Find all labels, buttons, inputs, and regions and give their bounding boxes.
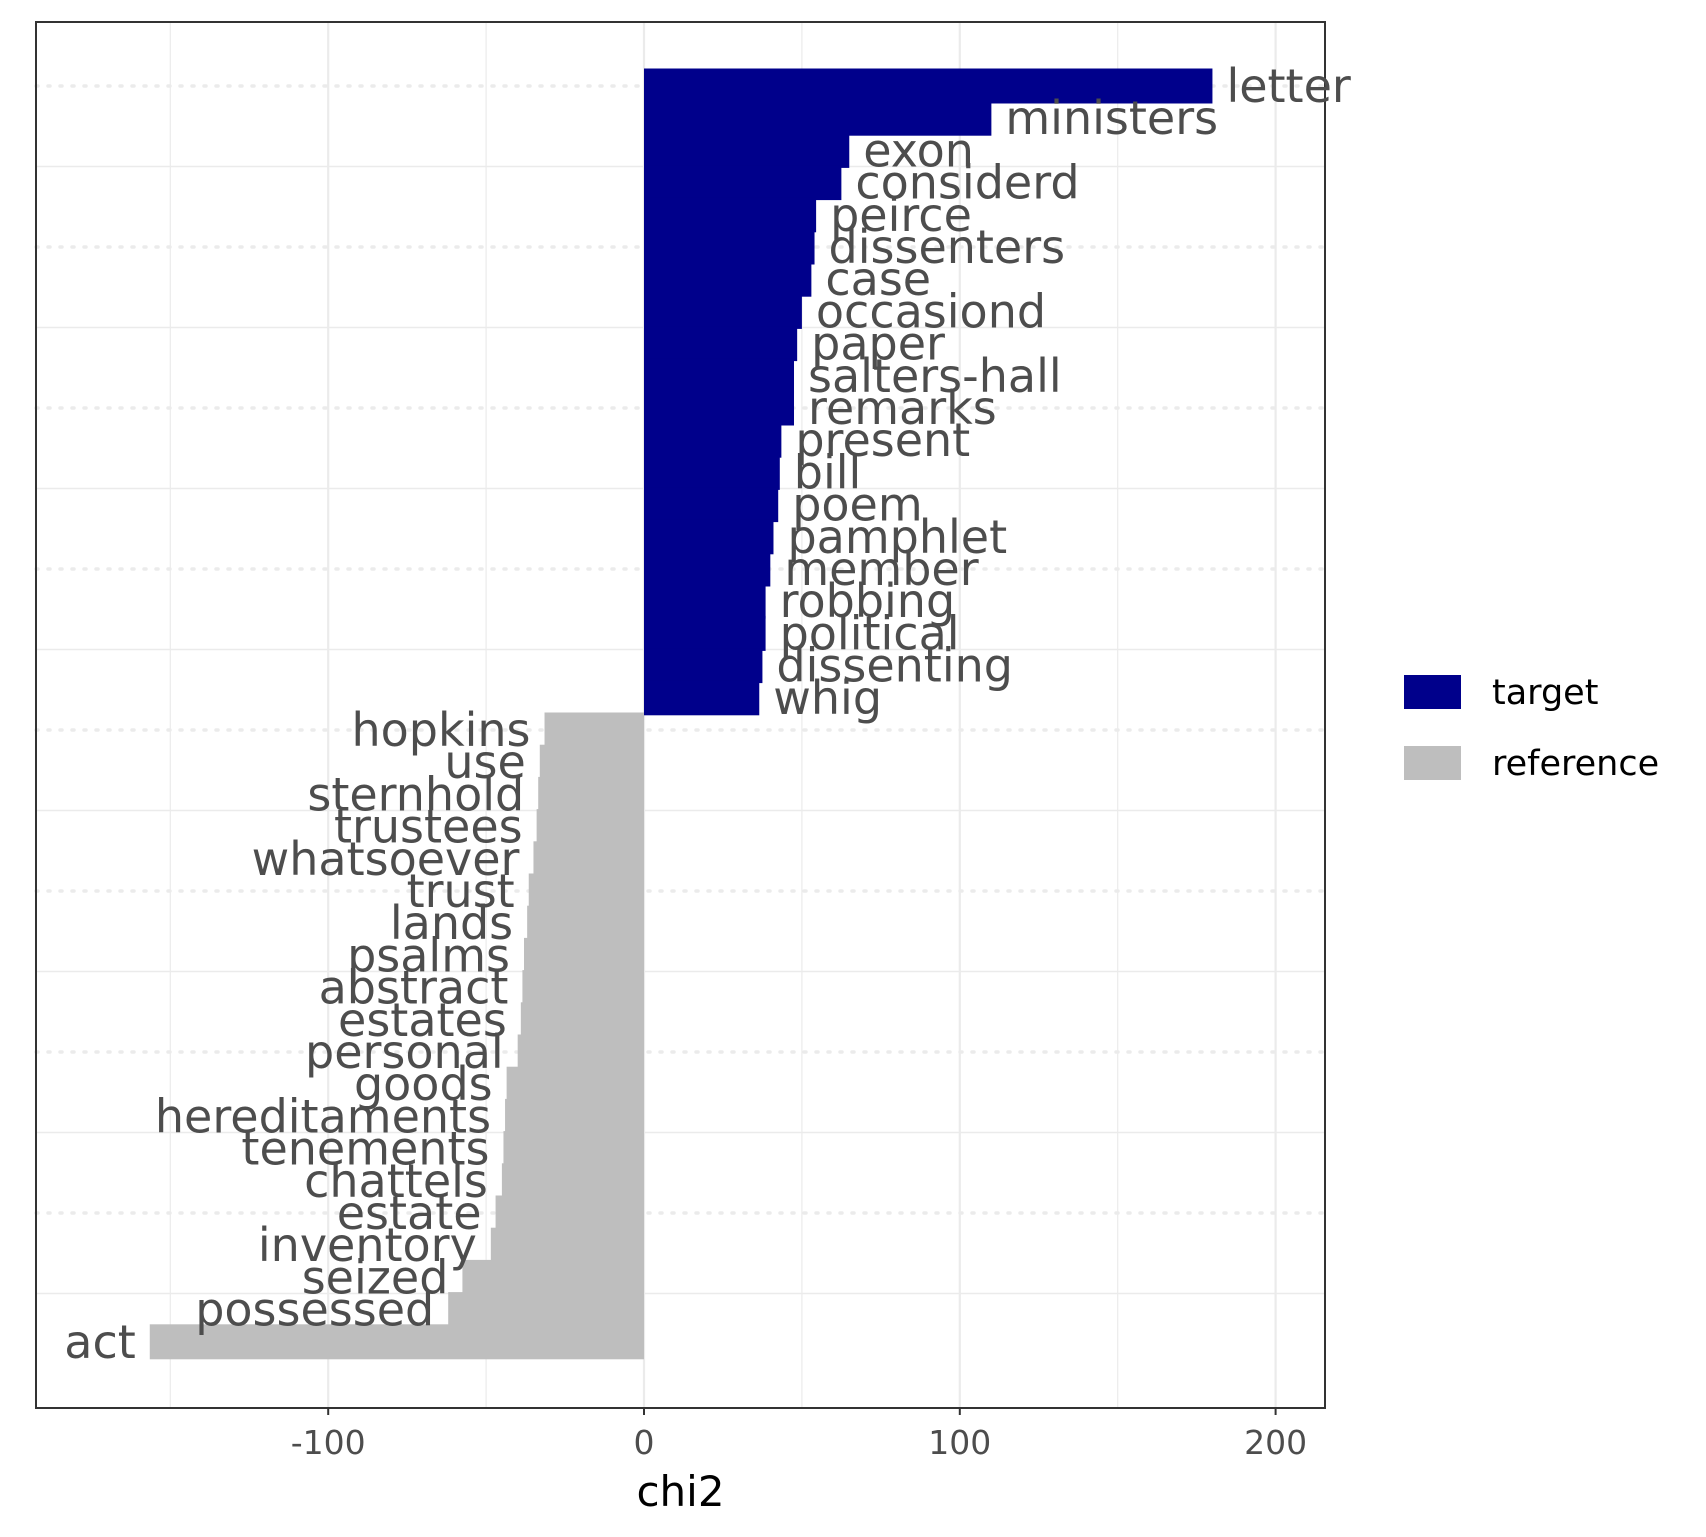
bars xyxy=(149,68,1213,1360)
bar-goods xyxy=(506,1066,644,1102)
bar-label: occasiond xyxy=(816,284,1046,338)
bar-label: estates xyxy=(338,993,507,1047)
bar-possessed xyxy=(448,1292,644,1328)
bar-label: member xyxy=(784,542,978,596)
bar-label: salters-hall xyxy=(808,349,1062,403)
legend-label: reference xyxy=(1492,744,1659,784)
bar-label: present xyxy=(795,413,970,467)
bar-label: hereditaments xyxy=(155,1089,491,1143)
bar-label: act xyxy=(64,1315,136,1369)
bar-hopkins xyxy=(544,712,644,748)
bar-poem xyxy=(644,487,779,523)
bar-abstract xyxy=(522,970,644,1006)
bar-whatsoever xyxy=(533,841,644,877)
bar-labels: letterministersexonconsiderdpeircedissen… xyxy=(64,59,1351,1369)
bar-label: lands xyxy=(390,896,513,950)
bar-chattels xyxy=(501,1163,644,1199)
bar-label: robbing xyxy=(780,574,956,628)
bar-pamphlet xyxy=(644,519,774,555)
bar-dissenting xyxy=(644,648,763,684)
x-axis: -100 0 100 200 xyxy=(291,1408,1307,1462)
x-tick-label: 0 xyxy=(634,1423,655,1462)
bar-label: whatsoever xyxy=(252,832,520,886)
bar-label: trustees xyxy=(334,800,523,854)
bar-case xyxy=(644,261,812,297)
bar-label: trust xyxy=(407,864,515,918)
bar-label: chattels xyxy=(304,1154,488,1208)
bar-present xyxy=(644,422,782,458)
bar-label: seized xyxy=(302,1250,449,1304)
bar-label: estate xyxy=(337,1186,482,1240)
bar-ministers xyxy=(644,100,992,136)
bar-dissenters xyxy=(644,229,815,265)
bar-letter xyxy=(644,68,1213,104)
bar-label: paper xyxy=(811,317,945,371)
bar-label: sternhold xyxy=(307,767,524,821)
x-tick-label: 100 xyxy=(928,1423,991,1462)
bar-label: ministers xyxy=(1005,91,1218,145)
legend: target reference xyxy=(1404,673,1659,784)
bar-personal xyxy=(517,1034,644,1070)
legend-key-reference xyxy=(1404,746,1461,780)
bar-psalms xyxy=(523,937,644,973)
bar-peirce xyxy=(644,197,817,233)
bar-considerd xyxy=(644,165,842,201)
bar-label: hopkins xyxy=(351,703,530,757)
bar-label: psalms xyxy=(347,928,510,982)
bar-label: exon xyxy=(863,123,974,177)
bar-label: considerd xyxy=(855,156,1079,210)
bar-political xyxy=(644,615,766,651)
bar-label: goods xyxy=(354,1057,493,1111)
bar-lands xyxy=(527,905,644,941)
bar-label: bill xyxy=(794,445,862,499)
bar-estate xyxy=(495,1195,644,1231)
bar-occasiond xyxy=(644,293,802,329)
bar-remarks xyxy=(644,390,795,426)
bar-seized xyxy=(462,1259,644,1295)
bar-label: pamphlet xyxy=(787,510,1007,564)
bar-salters-hall xyxy=(644,358,795,394)
bar-robbing xyxy=(644,583,766,619)
x-tick-label: -100 xyxy=(291,1423,366,1462)
bar-label: case xyxy=(825,252,931,306)
bar-exon xyxy=(644,132,850,168)
bar-label: abstract xyxy=(319,961,509,1015)
bar-label: use xyxy=(444,735,525,789)
bar-inventory xyxy=(490,1227,644,1263)
x-axis-title: chi2 xyxy=(636,1467,724,1516)
bar-label: dissenters xyxy=(829,220,1066,274)
bar-hereditaments xyxy=(505,1098,644,1134)
grid-lines xyxy=(34,22,1327,1408)
bar-tenements xyxy=(503,1131,644,1167)
bar-label: peirce xyxy=(830,188,972,242)
bar-label: political xyxy=(780,606,960,660)
bar-label: remarks xyxy=(808,381,997,435)
bar-label: dissenting xyxy=(776,639,1013,693)
bar-paper xyxy=(644,326,798,362)
bar-label: tenements xyxy=(241,1122,489,1176)
bar-label: letter xyxy=(1226,59,1350,113)
bar-label: personal xyxy=(305,1025,504,1079)
legend-label: target xyxy=(1492,673,1598,713)
bar-label: possessed xyxy=(195,1283,434,1337)
bar-member xyxy=(644,551,771,587)
bar-whig xyxy=(644,680,760,716)
bar-label: inventory xyxy=(258,1218,477,1272)
bar-act xyxy=(149,1324,644,1360)
bar-bill xyxy=(644,454,780,490)
x-tick-label: 200 xyxy=(1244,1423,1307,1462)
bar-label: whig xyxy=(773,671,882,725)
bar-label: poem xyxy=(792,478,922,532)
bar-trustees xyxy=(536,809,644,845)
panel-border xyxy=(35,21,1326,1409)
legend-key-target xyxy=(1404,675,1461,709)
bar-trust xyxy=(528,873,644,909)
bar-estates xyxy=(520,1002,644,1038)
bar-sternhold xyxy=(538,776,644,812)
bar-use xyxy=(539,744,644,780)
